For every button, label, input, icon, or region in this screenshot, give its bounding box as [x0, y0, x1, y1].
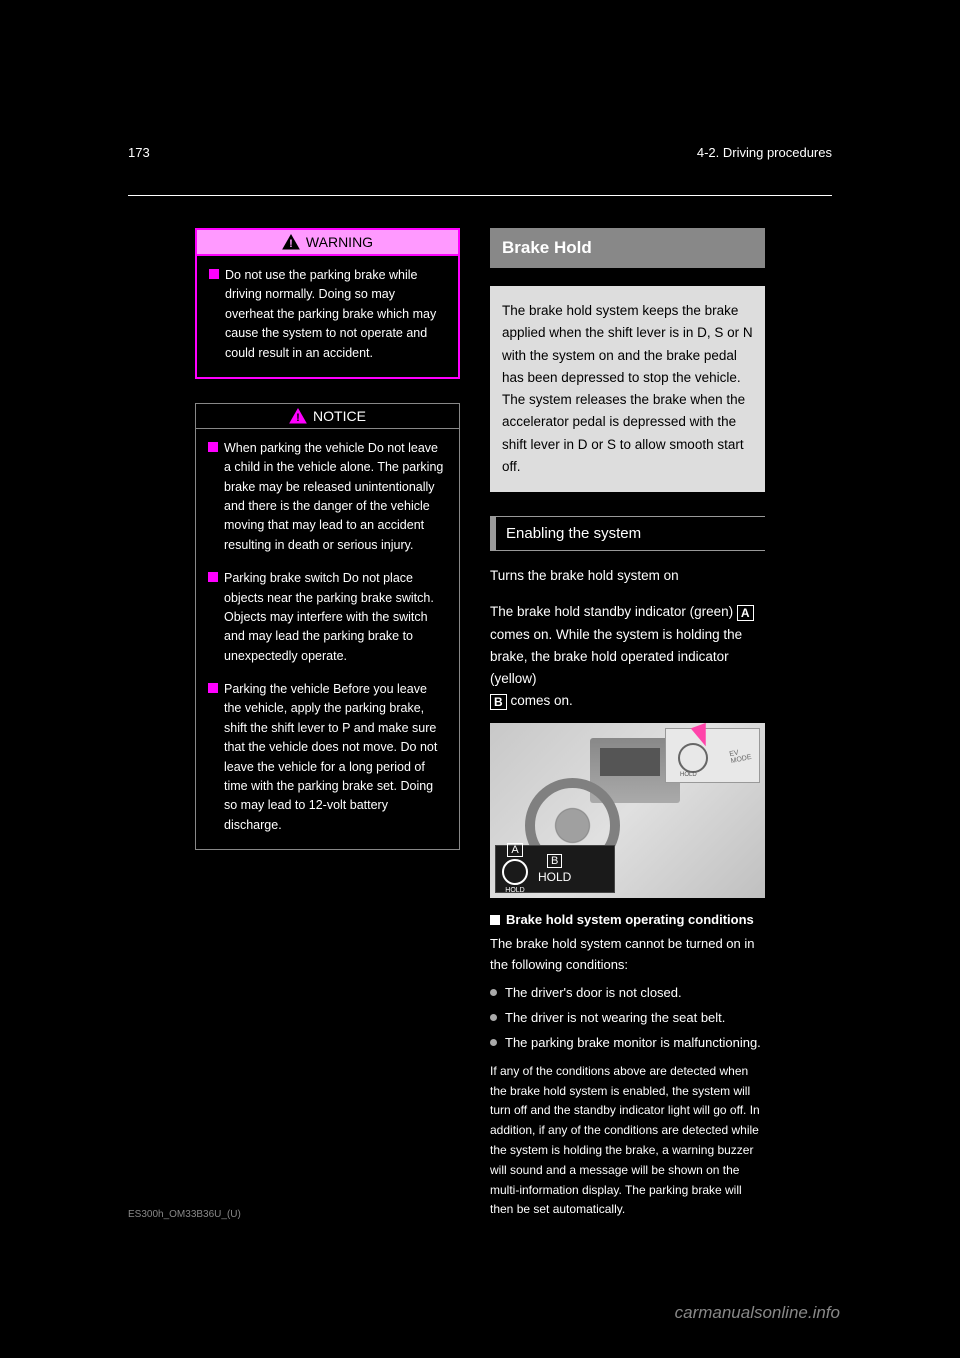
notice-box: ! NOTICE When parking the vehicle Do not… [195, 403, 460, 850]
warning-triangle-icon: ! [282, 234, 300, 250]
condition-text: The parking brake monitor is malfunction… [505, 1032, 761, 1054]
page-header-right: 4-2. Driving procedures [697, 145, 832, 160]
notice-title: NOTICE [313, 408, 366, 424]
ring-icon [502, 859, 528, 885]
enabling-body-2: The brake hold standby indicator (green)… [490, 601, 765, 712]
header-rule [128, 195, 832, 196]
bullet-marker-icon [208, 442, 218, 452]
warning-header: ! WARNING [197, 230, 458, 256]
indicator-a-group: A HOLD [502, 843, 528, 894]
dot-icon [490, 1039, 497, 1046]
indicator-b-label: B [547, 854, 562, 868]
conditions-intro: The brake hold system cannot be turned o… [490, 933, 765, 976]
brake-hold-title: Brake Hold [490, 228, 765, 268]
footer-code: ES300h_OM33B36U_(U) [128, 1209, 241, 1220]
hold-small-text: HOLD [505, 887, 524, 894]
body2-part2: comes on. While the system is holding th… [490, 627, 742, 687]
notice-body: When parking the vehicle Do not leave a … [196, 429, 459, 849]
condition-text: The driver's door is not closed. [505, 982, 682, 1004]
notice-text: Parking the vehicle Before you leave the… [224, 680, 447, 835]
body2-part1: The brake hold standby indicator (green) [490, 604, 737, 619]
notice-item: Parking the vehicle Before you leave the… [208, 680, 447, 835]
bullet-marker-icon [208, 683, 218, 693]
ev-mode-label: EVMODE [729, 747, 752, 765]
left-column: ! WARNING Do not use the parking brake w… [195, 228, 460, 1220]
list-item: The driver's door is not closed. [490, 982, 765, 1004]
dot-icon [490, 989, 497, 996]
page: 173 4-2. Driving procedures ! WARNING [0, 0, 960, 1358]
indicators-zoom: A HOLD B HOLD [495, 845, 615, 893]
hold-label-small: HOLD [680, 772, 697, 778]
dot-icon [490, 1014, 497, 1021]
notice-item: Parking brake switch Do not place object… [208, 569, 447, 666]
warning-title: WARNING [306, 234, 373, 250]
notice-header: ! NOTICE [196, 404, 459, 429]
watermark: carmanualsonline.info [675, 1303, 840, 1323]
condition-text: The driver is not wearing the seat belt. [505, 1007, 725, 1029]
list-item: The driver is not wearing the seat belt. [490, 1007, 765, 1029]
notice-text: When parking the vehicle Do not leave a … [224, 439, 447, 555]
notice-text: Parking brake switch Do not place object… [224, 569, 447, 666]
list-item: The parking brake monitor is malfunction… [490, 1032, 765, 1054]
warning-text: Do not use the parking brake while drivi… [225, 266, 446, 363]
notice-item: When parking the vehicle Do not leave a … [208, 439, 447, 555]
svg-text:!: ! [296, 412, 300, 424]
label-a: A [737, 605, 754, 621]
conditions-note: If any of the conditions above are detec… [490, 1062, 765, 1220]
bullet-marker-icon [209, 269, 219, 279]
enabling-body-1: Turns the brake hold system on [490, 565, 765, 587]
content-area: ! WARNING Do not use the parking brake w… [195, 228, 765, 1220]
dashboard-image: HOLD EVMODE A HOLD B HOLD [490, 723, 765, 898]
conditions-list: The driver's door is not closed. The dri… [490, 982, 765, 1054]
nav-screen [600, 748, 660, 776]
hold-button-zoom: HOLD EVMODE [665, 728, 760, 783]
hold-big-text: HOLD [538, 870, 571, 884]
label-b: B [490, 694, 507, 710]
conditions-heading: Brake hold system operating conditions [490, 912, 765, 927]
right-column: Brake Hold The brake hold system keeps t… [490, 228, 765, 1220]
conditions-title: Brake hold system operating conditions [506, 912, 754, 927]
brake-hold-intro: The brake hold system keeps the brake ap… [490, 286, 765, 492]
page-header: 173 4-2. Driving procedures [128, 145, 832, 160]
notice-triangle-icon: ! [289, 408, 307, 424]
page-number: 173 [128, 145, 150, 160]
indicator-a-label: A [507, 843, 522, 857]
svg-text:!: ! [289, 238, 293, 250]
indicator-b-group: B HOLD [538, 854, 571, 884]
warning-item: Do not use the parking brake while drivi… [209, 266, 446, 363]
bullet-marker-icon [490, 915, 500, 925]
warning-body: Do not use the parking brake while drivi… [197, 256, 458, 377]
warning-box: ! WARNING Do not use the parking brake w… [195, 228, 460, 379]
bullet-marker-icon [208, 572, 218, 582]
enabling-system-title: Enabling the system [490, 516, 765, 551]
body2-part3: comes on. [510, 693, 572, 708]
